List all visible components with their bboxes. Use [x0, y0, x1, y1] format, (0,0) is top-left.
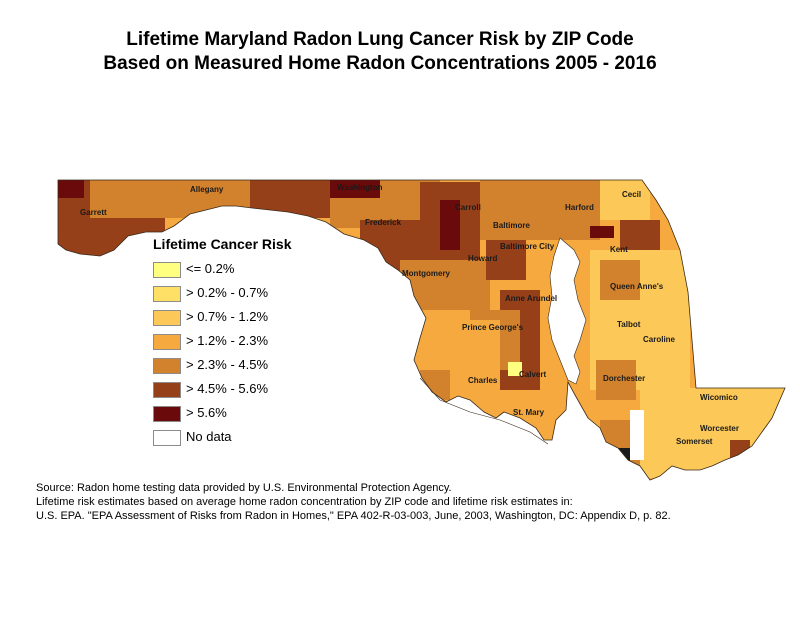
zip-region [420, 370, 450, 400]
zip-region [400, 260, 490, 310]
source-line-3: U.S. EPA. "EPA Assessment of Risks from … [36, 510, 671, 522]
county-label-carroll: Carroll [455, 203, 481, 212]
county-label-calvert: Calvert [519, 370, 546, 379]
county-label-montgomery: Montgomery [402, 269, 450, 278]
legend-swatch [153, 430, 181, 446]
legend-label: > 5.6% [186, 405, 227, 420]
county-label-harford: Harford [565, 203, 594, 212]
legend-swatch [153, 310, 181, 326]
legend-label: > 1.2% - 2.3% [186, 333, 268, 348]
legend-swatch [153, 382, 181, 398]
zip-region [54, 178, 84, 198]
county-label-somerset: Somerset [676, 437, 712, 446]
zip-region [160, 178, 250, 218]
legend-swatch [153, 286, 181, 302]
source-line-1: Source: Radon home testing data provided… [36, 482, 452, 494]
county-label-washington: Washington [337, 183, 382, 192]
legend-swatch [153, 262, 181, 278]
county-label-charles: Charles [468, 376, 497, 385]
legend-label: > 0.7% - 1.2% [186, 309, 268, 324]
zip-region [590, 226, 614, 238]
legend-label: > 0.2% - 0.7% [186, 285, 268, 300]
county-label-worcester: Worcester [700, 424, 739, 433]
legend-label: <= 0.2% [186, 261, 234, 276]
legend-label: > 2.3% - 4.5% [186, 357, 268, 372]
county-label-dorchester: Dorchester [603, 374, 645, 383]
county-label-baltimore: Baltimore [493, 221, 530, 230]
legend-swatch [153, 334, 181, 350]
legend-label: > 4.5% - 5.6% [186, 381, 268, 396]
county-label-baltimore-city: Baltimore City [500, 242, 554, 251]
county-label-anne-arundel: Anne Arundel [505, 294, 557, 303]
county-label-prince-georges: Prince George's [462, 323, 523, 332]
county-label-kent: Kent [610, 245, 628, 254]
legend-swatch [153, 406, 181, 422]
county-label-garrett: Garrett [80, 208, 107, 217]
county-label-queen-annes: Queen Anne's [610, 282, 663, 291]
county-label-talbot: Talbot [617, 320, 640, 329]
county-label-caroline: Caroline [643, 335, 675, 344]
county-label-allegany: Allegany [190, 185, 223, 194]
county-label-st-mary: St. Mary [513, 408, 544, 417]
zip-region [616, 448, 630, 476]
county-label-frederick: Frederick [365, 218, 401, 227]
legend-label: No data [186, 429, 232, 444]
zip-region [600, 260, 640, 300]
legend-title: Lifetime Cancer Risk [153, 236, 292, 252]
county-label-cecil: Cecil [622, 190, 641, 199]
zip-region [600, 180, 650, 220]
legend-swatch [153, 358, 181, 374]
county-label-wicomico: Wicomico [700, 393, 738, 402]
zip-region [630, 410, 644, 460]
county-label-howard: Howard [468, 254, 497, 263]
source-line-2: Lifetime risk estimates based on average… [36, 496, 573, 508]
